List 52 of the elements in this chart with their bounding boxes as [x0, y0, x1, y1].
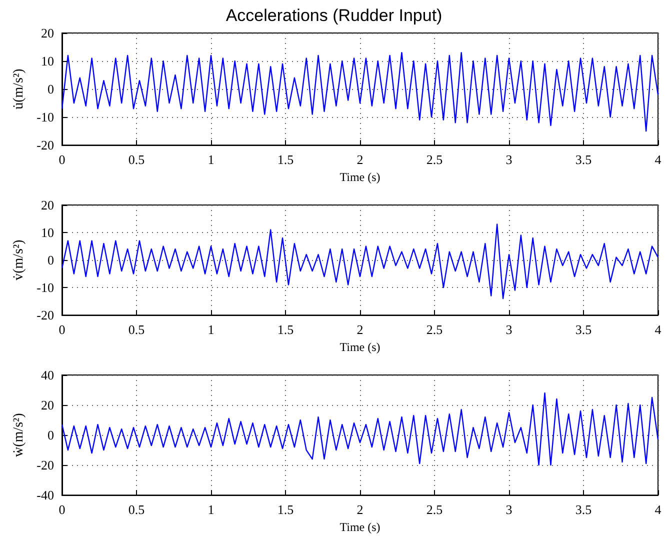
y-tick-label: 20 [41, 26, 54, 40]
x-tick-label: 0 [58, 322, 66, 338]
x-tick-label: 2 [356, 502, 364, 518]
x-tick-label: 4 [654, 322, 662, 338]
x-tick-label: 3 [506, 502, 512, 518]
x-tick-label: 3 [506, 322, 512, 338]
x-tick-label: 3.5 [575, 322, 592, 338]
y-tick-label: 20 [41, 398, 54, 413]
x-tick-label: 0.5 [128, 152, 145, 168]
x-tick-label: 1 [208, 502, 214, 518]
x-tick-label: 0.5 [128, 502, 145, 518]
line-series [61, 392, 659, 466]
y-tick-label: -10 [36, 110, 54, 125]
y-tick-label: -20 [36, 138, 54, 153]
y-tick-label: -20 [36, 458, 54, 473]
x-axis-title: Time (s) [340, 170, 380, 184]
line-series [61, 224, 659, 300]
line-series [61, 52, 659, 132]
x-tick-label: 3.5 [575, 152, 592, 168]
x-tick-label: 3.5 [575, 502, 592, 518]
x-tick-label: 2 [356, 322, 364, 338]
x-tick-label: 4 [654, 152, 662, 168]
y-tick-label: -10 [36, 280, 54, 296]
y-tick-label: 40 [41, 368, 54, 382]
x-tick-label: 2.5 [426, 502, 443, 518]
y-tick-label: 20 [41, 198, 54, 212]
x-tick-label: 1 [208, 152, 214, 168]
y-axis-title: ẇ(m/s²) [11, 412, 26, 457]
x-tick-label: 4 [654, 502, 662, 518]
x-tick-label: 0 [58, 152, 66, 168]
x-tick-label: 1.5 [277, 322, 294, 338]
y-tick-label: 10 [41, 54, 54, 69]
y-tick-label: 0 [48, 428, 54, 443]
chart-title: Accelerations (Rudder Input) [226, 6, 442, 25]
y-axis-title: u̇(m/s²) [11, 68, 26, 110]
y-tick-label: 10 [41, 225, 54, 240]
x-tick-label: 1 [208, 322, 214, 338]
x-tick-label: 2.5 [426, 152, 443, 168]
x-tick-label: 1.5 [277, 152, 294, 168]
y-axis-title: v̇(m/s²) [11, 239, 26, 280]
x-tick-label: 3 [506, 152, 512, 168]
x-axis-title: Time (s) [340, 520, 380, 534]
x-tick-label: 0 [58, 502, 66, 518]
x-tick-label: 1.5 [277, 502, 294, 518]
x-axis-title: Time (s) [340, 340, 380, 354]
x-tick-label: 2.5 [426, 322, 443, 338]
x-tick-label: 0.5 [128, 322, 145, 338]
x-tick-label: 2 [356, 152, 364, 168]
y-tick-label: -40 [36, 488, 54, 503]
y-tick-label: 0 [48, 82, 54, 97]
y-tick-label: 0 [48, 252, 54, 268]
y-tick-label: -20 [36, 308, 54, 323]
